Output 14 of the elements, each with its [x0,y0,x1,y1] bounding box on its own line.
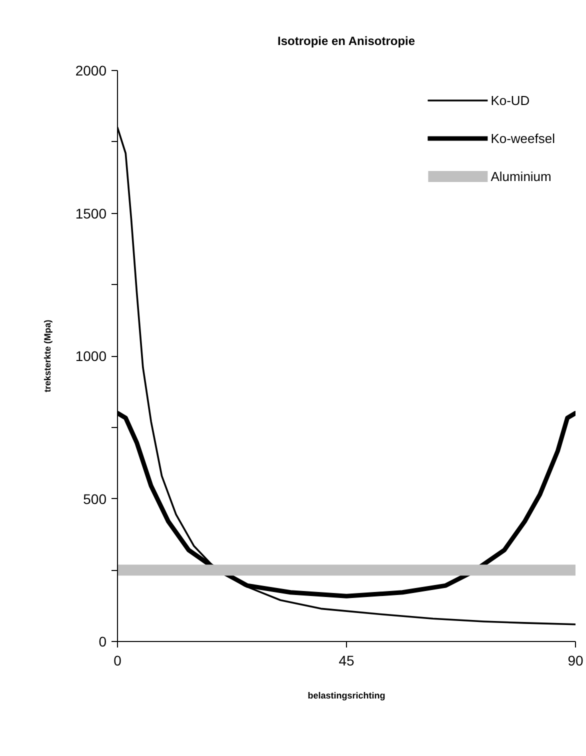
x-axis-title: belastingsrichting [308,690,386,700]
legend-label: Aluminium [490,168,552,184]
legend-label: Ko-weefsel [490,130,555,146]
y-tick-label: 0 [98,634,107,650]
y-tick-label: 500 [83,490,107,507]
x-tick-label: 45 [338,652,354,668]
chart-title: Isotropie en Anisotropie [277,34,416,48]
x-tick-label: 90 [568,652,584,668]
x-tick-label: 0 [114,652,122,668]
legend-label: Ko-UD [490,92,530,108]
y-tick-label: 1500 [75,205,107,222]
y-tick-label: 1000 [75,348,107,364]
y-tick-label: 2000 [75,62,107,78]
y-axis-title: treksterkte (Mpa) [42,320,52,392]
